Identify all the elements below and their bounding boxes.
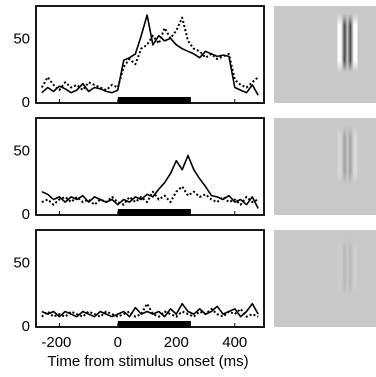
solid-series-line — [41, 14, 259, 96]
panel-frame-3 — [35, 229, 265, 328]
chart-panel-2: 50 0 — [13, 117, 265, 223]
y-tick-label-0: 0 — [22, 318, 30, 335]
stimulus-bar-3 — [117, 321, 191, 328]
x-tick-label-200: 200 — [164, 334, 189, 351]
x-axis-label: Time from stimulus onset (ms) — [47, 353, 248, 370]
y-tick-label-50: 50 — [13, 254, 30, 271]
dotted-series-line — [41, 302, 259, 318]
stimulus-thumbnail-2 — [274, 118, 376, 215]
stimulus-bar-1 — [117, 97, 191, 104]
y-tick-label-0: 0 — [22, 94, 30, 111]
y-tick-label-50: 50 — [13, 142, 30, 159]
stimulus-background — [274, 6, 376, 103]
x-tick-label-0: 0 — [114, 334, 122, 351]
x-tick-labels: -200 0 200 400 — [41, 334, 247, 351]
dotted-series-line — [40, 16, 259, 92]
stimulus-bar-2 — [117, 209, 191, 216]
chart-panel-1: 50 0 — [13, 5, 265, 111]
grating-edge-fade — [337, 238, 358, 296]
y-tick-label-50: 50 — [13, 30, 30, 47]
stimulus-thumbnail-1 — [274, 6, 376, 103]
stimulus-thumbnail-3 — [274, 230, 376, 327]
stimulus-background — [274, 118, 376, 215]
grating-edge-fade — [337, 126, 358, 184]
grating-edge-fade — [337, 14, 358, 72]
y-tick-label-0: 0 — [22, 206, 30, 223]
solid-series-line — [41, 302, 259, 318]
x-tick-label-400: 400 — [222, 334, 247, 351]
panel-frame-2 — [35, 117, 265, 216]
x-tick-label-minus-200: -200 — [41, 334, 71, 351]
stimulus-background — [274, 230, 376, 327]
panel-frame-1 — [35, 5, 265, 104]
chart-panel-3: 50 0 -200 0 200 400 Time from stimulus o… — [13, 229, 265, 370]
